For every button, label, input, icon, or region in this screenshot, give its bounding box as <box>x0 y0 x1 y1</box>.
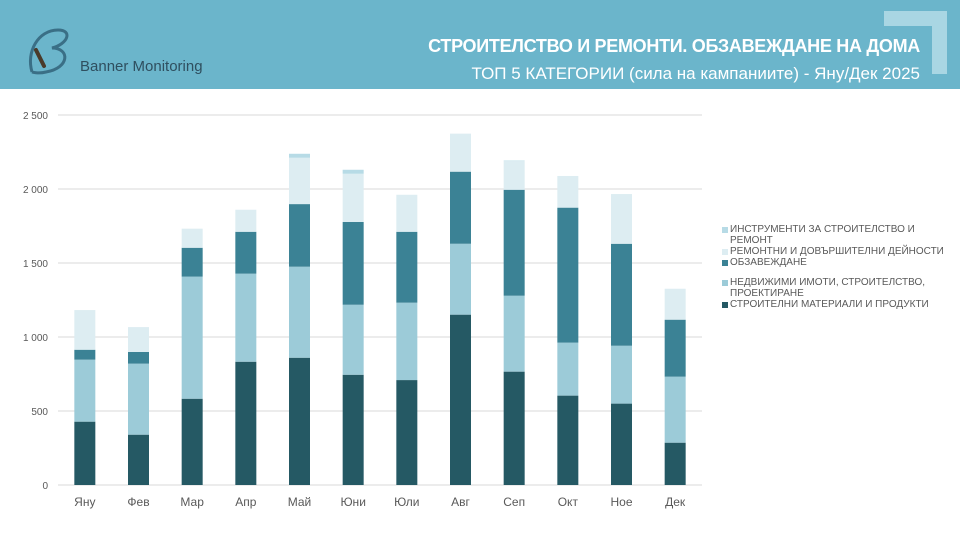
x-tick-label: Сеп <box>503 495 525 509</box>
x-tick-label: Апр <box>235 495 257 509</box>
legend-swatch <box>722 249 728 255</box>
legend-swatch <box>722 260 728 266</box>
y-tick-label: 2 500 <box>23 111 48 122</box>
legend-item: СТРОИТЕЛНИ МАТЕРИАЛИ И ПРОДУКТИ <box>722 299 957 310</box>
x-tick-label: Яну <box>74 495 95 509</box>
x-tick-label: Окт <box>558 495 579 509</box>
page-subtitle: ТОП 5 КАТЕГОРИИ (сила на кампаниите) - Я… <box>471 64 920 83</box>
bar-segment <box>235 209 257 232</box>
bar-segment <box>289 204 310 267</box>
bar-segment <box>664 288 686 320</box>
y-tick-label: 0 <box>42 481 48 492</box>
legend-item: ОБЗАВЕЖДАНЕ <box>722 257 957 268</box>
bar-segment <box>74 349 96 360</box>
banner-monitoring-logo <box>29 28 69 75</box>
bar-segment <box>128 351 149 364</box>
bar-segment <box>289 157 310 205</box>
x-tick-label: Юли <box>394 495 419 509</box>
bar-segment <box>611 194 632 244</box>
bar-segment <box>664 319 686 377</box>
bar-segment <box>396 302 418 381</box>
x-tick-label: Авг <box>451 495 470 509</box>
bar-segment <box>181 228 203 248</box>
bar-segment <box>557 175 579 208</box>
bar-segment <box>181 398 203 485</box>
x-tick-label: Ное <box>610 495 632 509</box>
legend-swatch <box>722 227 728 233</box>
bar-segment <box>664 442 686 485</box>
bar-segment <box>557 395 579 485</box>
bar-segment <box>289 266 310 358</box>
bar-segment <box>342 304 364 375</box>
legend-swatch <box>722 302 728 308</box>
bar-segment <box>450 243 471 315</box>
bar-segment <box>557 207 579 343</box>
legend-item: ИНСТРУМЕНТИ ЗА СТРОИТЕЛСТВО И РЕМОНТ <box>722 224 957 246</box>
bar-segment <box>128 327 149 352</box>
bar-segment <box>503 295 525 372</box>
bar-segment <box>503 161 525 190</box>
bar-segment <box>503 371 525 485</box>
x-tick-label: Юни <box>340 495 365 509</box>
x-tick-label: Мар <box>180 495 204 509</box>
bar-segment <box>450 314 471 485</box>
bar-segment <box>342 173 364 223</box>
legend-label: НЕДВИЖИМИ ИМОТИ, СТРОИТЕЛСТВО, ПРОЕКТИРА… <box>730 277 926 299</box>
bar-segment <box>289 153 310 158</box>
corner-decoration <box>932 11 947 74</box>
chart-legend: ИНСТРУМЕНТИ ЗА СТРОИТЕЛСТВО И РЕМОНТ РЕМО… <box>722 224 957 310</box>
bar-segment <box>342 374 364 485</box>
bar-segment <box>342 169 364 174</box>
legend-label: ОБЗАВЕЖДАНЕ <box>730 257 807 268</box>
y-tick-label: 1 000 <box>23 333 48 344</box>
bar-segment <box>235 273 257 362</box>
bar-segment <box>503 189 525 296</box>
bar-segment <box>181 276 203 399</box>
brand-name: Banner Monitoring <box>80 58 203 75</box>
bar-segment <box>74 359 96 422</box>
bar-segment <box>181 247 203 277</box>
bar-segment <box>342 222 364 305</box>
bar-segment <box>128 434 149 485</box>
bar-segment <box>611 403 632 485</box>
legend-label: РЕМОНТНИ И ДОВЪРШИТЕЛНИ ДЕЙНОСТИ <box>730 246 944 257</box>
y-tick-label: 500 <box>31 407 48 418</box>
bar-segment <box>289 357 310 485</box>
x-tick-label: Дек <box>665 495 686 509</box>
legend-item: НЕДВИЖИМИ ИМОТИ, СТРОИТЕЛСТВО, ПРОЕКТИРА… <box>722 277 957 299</box>
bar-segment <box>450 133 471 172</box>
bar-segment <box>611 243 632 346</box>
bar-segment <box>396 231 418 303</box>
bar-segment <box>450 171 471 244</box>
bar-segment <box>396 194 418 232</box>
bar-segment <box>74 310 96 350</box>
legend-item: РЕМОНТНИ И ДОВЪРШИТЕЛНИ ДЕЙНОСТИ <box>722 246 957 257</box>
bar-segment <box>664 376 686 443</box>
page-title: СТРОИТЕЛСТВО И РЕМОНТИ. ОБЗАВЕЖДАНЕ НА Д… <box>428 36 920 56</box>
bar-segment <box>74 421 96 485</box>
y-tick-label: 2 000 <box>23 185 48 196</box>
header-banner: Banner Monitoring СТРОИТЕЛСТВО И РЕМОНТИ… <box>0 0 960 89</box>
x-tick-label: Май <box>288 495 312 509</box>
bar-segment <box>557 342 579 396</box>
bar-segment <box>235 231 257 274</box>
legend-swatch <box>722 280 728 286</box>
bar-segment <box>396 380 418 485</box>
x-tick-label: Фев <box>127 495 149 509</box>
bar-segment <box>235 361 257 485</box>
bar-segment <box>128 363 149 435</box>
y-tick-label: 1 500 <box>23 259 48 270</box>
corner-decoration <box>884 11 947 26</box>
bar-segment <box>611 345 632 404</box>
legend-label: СТРОИТЕЛНИ МАТЕРИАЛИ И ПРОДУКТИ <box>730 299 929 310</box>
legend-label: ИНСТРУМЕНТИ ЗА СТРОИТЕЛСТВО И РЕМОНТ <box>730 224 915 246</box>
